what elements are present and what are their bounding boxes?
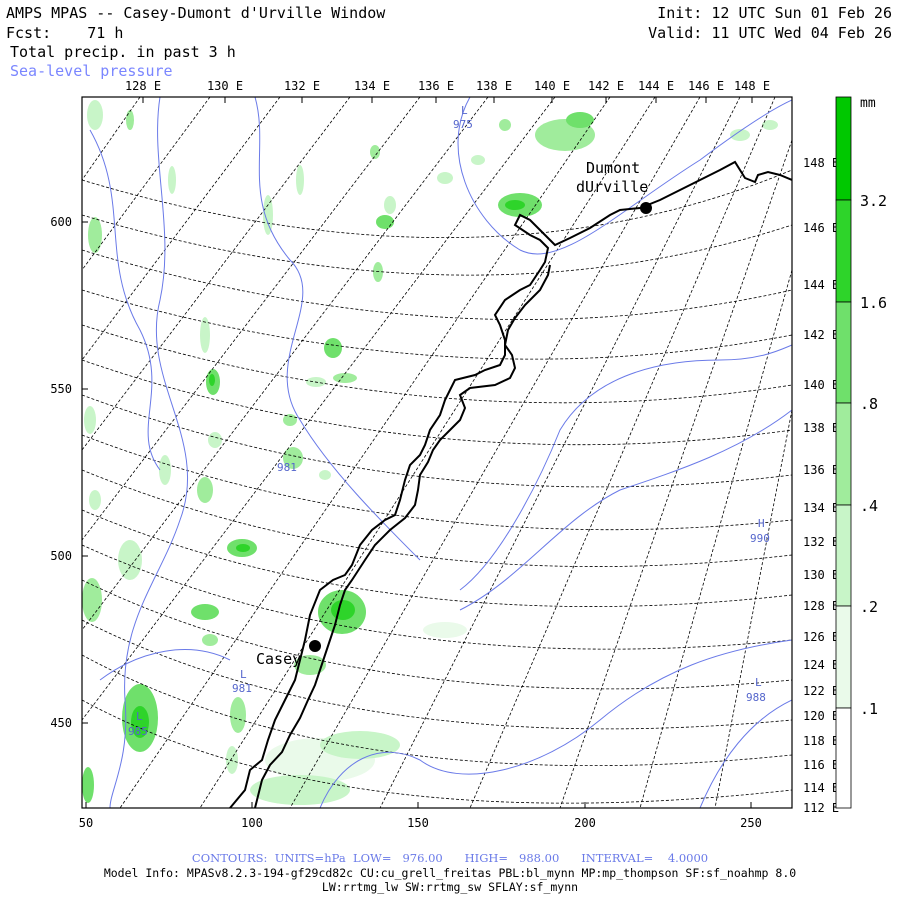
right-lon-label: 120 E [803, 709, 839, 723]
bottom-axis-label: 200 [574, 816, 596, 830]
right-lon-label: 128 E [803, 599, 839, 613]
top-lon-label: 130 E [207, 79, 243, 93]
pressure-value: 975 [453, 118, 473, 131]
colorbar-swatch [835, 504, 852, 607]
pressure-letter: L [240, 668, 247, 681]
colorbar-level-label: .1 [860, 700, 878, 718]
casey-label: Casey [256, 650, 301, 668]
casey-marker [309, 640, 321, 652]
pressure-value: 981 [232, 682, 252, 695]
colorbar-swatch [835, 96, 852, 201]
map-frame [81, 96, 793, 809]
right-lon-label: 116 E [803, 758, 839, 772]
colorbar-level-label: 1.6 [860, 294, 887, 312]
top-lon-label: 132 E [284, 79, 320, 93]
right-lon-label: 124 E [803, 658, 839, 672]
top-lon-label: 138 E [476, 79, 512, 93]
top-lon-label: 146 E [688, 79, 724, 93]
top-lon-label: 140 E [534, 79, 570, 93]
dumont-label-line1: Dumont [586, 159, 640, 177]
valid-time: Valid: 11 UTC Wed 04 Feb 26 [648, 24, 892, 42]
right-lon-label: 134 E [803, 501, 839, 515]
bottom-axis-label: 100 [241, 816, 263, 830]
right-lon-label: 126 E [803, 630, 839, 644]
colorbar-unit: mm [860, 96, 876, 111]
right-lon-label: 118 E [803, 734, 839, 748]
field-name: Total precip. in past 3 h [10, 43, 236, 61]
precip-field [82, 100, 778, 805]
right-lon-label: 130 E [803, 568, 839, 582]
right-lon-label: 138 E [803, 421, 839, 435]
colorbar-level-label: .8 [860, 395, 878, 413]
colorbar-level-label: .4 [860, 497, 878, 515]
top-lon-label: 134 E [354, 79, 390, 93]
top-lon-label: 142 E [588, 79, 624, 93]
colorbar-level-label: 3.2 [860, 192, 887, 210]
pressure-value: 988 [746, 691, 766, 704]
dumont-durville-marker [640, 202, 652, 214]
right-lon-label: 136 E [803, 463, 839, 477]
top-lon-label: 128 E [125, 79, 161, 93]
model-info-2: LW:rrtmg_lw SW:rrtmg_sw SFLAY:sf_mynn [321, 880, 579, 894]
right-lon-label: 112 E [803, 801, 839, 815]
coastline-inner [254, 264, 551, 808]
left-axis-label: 550 [50, 382, 72, 396]
colorbar: mm .1 .2 .4 .8 1.6 3.2 [835, 96, 887, 809]
right-lon-label: 132 E [803, 535, 839, 549]
colorbar-swatch [835, 301, 852, 404]
map-title: AMPS MPAS -- Casey-Dumont d'Urville Wind… [6, 4, 386, 22]
right-lon-label: 142 E [803, 328, 839, 342]
top-lon-labels: 128 E 130 E 132 E 134 E 136 E 138 E 140 E 142 E… [125, 79, 770, 103]
pressure-value: 985 [128, 725, 148, 738]
pressure-labels: L 975 981 H 990 L 981 L 985 L 988 [128, 104, 770, 738]
pressure-letter: H [758, 517, 765, 530]
contour-info: CONTOURS: UNITS=hPa LOW= 976.00 HIGH= 98… [191, 851, 709, 865]
bottom-axis-label: 150 [407, 816, 429, 830]
pressure-value: 990 [750, 532, 770, 545]
bottom-axis-label: 50 [79, 816, 93, 830]
right-lon-label: 140 E [803, 378, 839, 392]
right-lon-label: 146 E [803, 221, 839, 235]
init-time: Init: 12 UTC Sun 01 Feb 26 [657, 4, 892, 22]
map-area [82, 97, 792, 808]
dumont-label-line2: dUrville [576, 178, 648, 196]
left-axis-label: 600 [50, 215, 72, 229]
right-lon-label: 148 E [803, 156, 839, 170]
left-axis-labels: 600 550 500 450 [50, 215, 88, 730]
model-info: Model Info: MPASv8.2.3-194-gf29cd82c CU:… [103, 866, 797, 880]
top-lon-label: 148 E [734, 79, 770, 93]
right-lon-label: 114 E [803, 781, 839, 795]
overlay-name: Sea-level pressure [10, 62, 173, 80]
forecast-hour: Fcst: 71 h [6, 24, 124, 42]
left-axis-label: 450 [50, 716, 72, 730]
pressure-contours [89, 97, 792, 808]
right-lon-label: 122 E [803, 684, 839, 698]
top-lon-label: 136 E [418, 79, 454, 93]
pressure-letter: L [136, 710, 143, 723]
bottom-axis-label: 250 [740, 816, 762, 830]
bottom-axis-labels: 50 100 150 200 250 [79, 802, 762, 830]
right-lon-label: 144 E [803, 278, 839, 292]
pressure-letter: L [461, 104, 468, 117]
colorbar-swatch [835, 707, 852, 809]
colorbar-swatch [835, 199, 852, 303]
colorbar-swatch [835, 605, 852, 709]
pressure-value: 981 [277, 461, 297, 474]
colorbar-swatch [835, 402, 852, 506]
pressure-letter: L [755, 676, 762, 689]
left-axis-label: 500 [50, 549, 72, 563]
colorbar-level-label: .2 [860, 598, 878, 616]
top-lon-label: 144 E [638, 79, 674, 93]
right-lon-labels: 148 E 146 E 144 E 142 E 140 E 138 E 136 E 134 E… [803, 156, 839, 815]
